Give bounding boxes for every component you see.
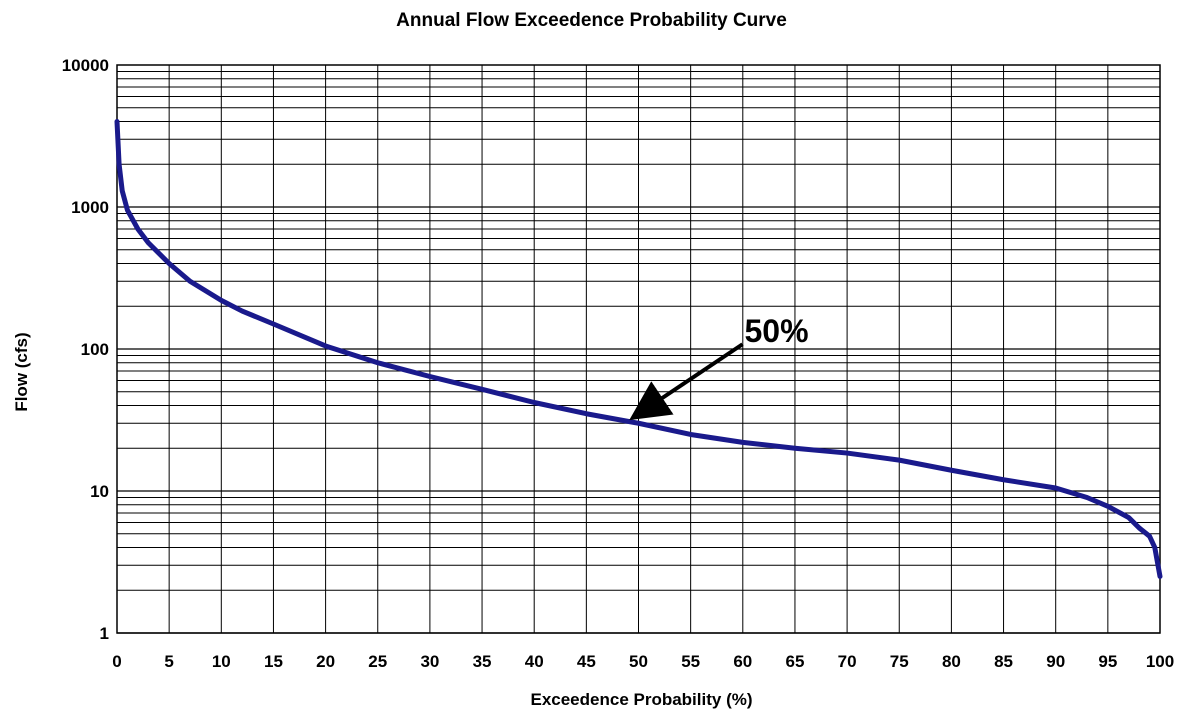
y-tick-labels: 1 10 100 1000 10000 — [62, 56, 109, 643]
x-tick-label: 65 — [785, 652, 804, 671]
x-tick-label: 5 — [164, 652, 173, 671]
y-tick-label: 100 — [81, 340, 109, 359]
y-axis-label: Flow (cfs) — [12, 332, 31, 412]
y-tick-label: 1000 — [71, 198, 109, 217]
x-tick-label: 95 — [1098, 652, 1117, 671]
x-tick-label: 40 — [525, 652, 544, 671]
x-tick-label: 45 — [577, 652, 596, 671]
chart-title: Annual Flow Exceedence Probability Curve — [396, 10, 787, 31]
x-tick-label: 80 — [942, 652, 961, 671]
x-tick-labels: 0 5 10 15 20 25 30 35 40 45 50 55 60 65 70 75 80 85 90 95 10… — [112, 652, 1174, 671]
x-tick-label: 10 — [212, 652, 231, 671]
x-axis-label: Exceedence Probability (%) — [530, 690, 753, 709]
x-tick-label: 85 — [994, 652, 1013, 671]
x-tick-label: 70 — [838, 652, 857, 671]
annotation-arrow — [629, 342, 744, 421]
annotation-label: 50% — [745, 313, 809, 349]
x-tick-label: 0 — [112, 652, 121, 671]
x-tick-label: 90 — [1046, 652, 1065, 671]
x-tick-label: 75 — [890, 652, 909, 671]
x-tick-label: 15 — [264, 652, 283, 671]
x-tick-label: 25 — [368, 652, 387, 671]
x-tick-label: 20 — [316, 652, 335, 671]
x-tick-label: 35 — [473, 652, 492, 671]
y-tick-label: 10000 — [62, 56, 109, 75]
x-tick-label: 30 — [420, 652, 439, 671]
series-line — [114, 119, 1163, 579]
x-tick-label: 55 — [681, 652, 700, 671]
plot-border — [116, 64, 1161, 634]
annotations: 50% — [629, 313, 809, 421]
x-tick-label: 60 — [733, 652, 752, 671]
y-tick-label: 1 — [100, 624, 109, 643]
grid-lines — [116, 65, 1161, 634]
axes — [116, 64, 1161, 634]
series — [114, 119, 1163, 579]
x-tick-label: 100 — [1146, 652, 1174, 671]
y-tick-label: 10 — [90, 482, 109, 501]
x-tick-label: 50 — [629, 652, 648, 671]
